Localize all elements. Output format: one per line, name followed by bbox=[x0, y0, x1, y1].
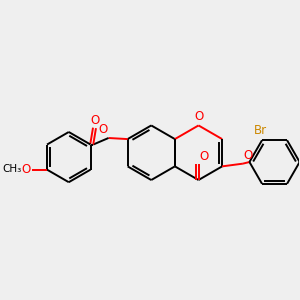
Text: CH₃: CH₃ bbox=[3, 164, 22, 174]
Text: O: O bbox=[200, 150, 209, 163]
Text: O: O bbox=[194, 110, 203, 123]
Text: O: O bbox=[243, 149, 253, 162]
Text: O: O bbox=[91, 113, 100, 127]
Text: O: O bbox=[98, 123, 107, 136]
Text: O: O bbox=[21, 163, 31, 176]
Text: Br: Br bbox=[254, 124, 268, 137]
